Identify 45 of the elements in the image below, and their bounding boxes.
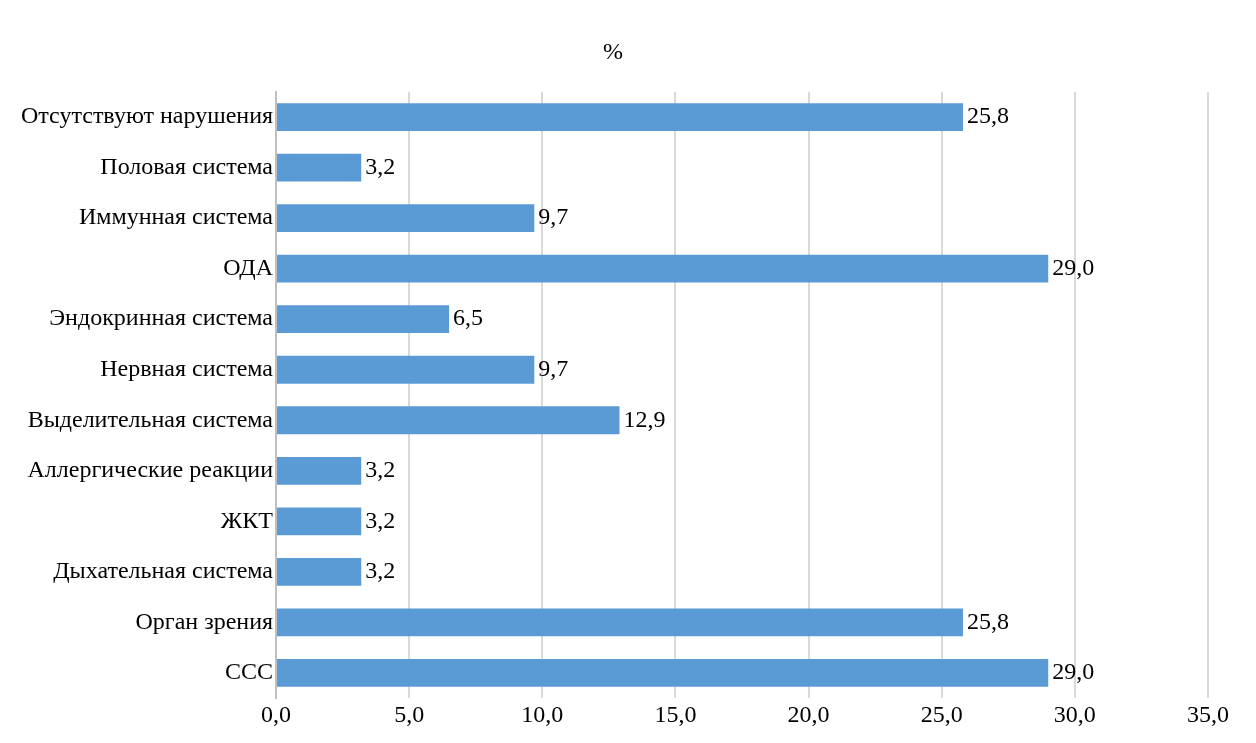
x-tick-label: 10,0: [521, 700, 564, 727]
bar: [277, 557, 362, 586]
bar: [277, 608, 964, 637]
bar: [277, 406, 620, 435]
x-tick-label: 25,0: [920, 700, 963, 727]
bar: [277, 103, 964, 131]
y-tick-label: Выделительная система: [27, 405, 274, 432]
data-label: 29,0: [1052, 253, 1095, 280]
bar: [277, 204, 535, 233]
y-tick-label: ССС: [224, 658, 274, 685]
bar: [277, 305, 450, 334]
y-tick-label: Аллергические реакции: [27, 456, 274, 483]
y-tick-label: Орган зрения: [135, 607, 274, 634]
bar: [277, 153, 362, 182]
data-label: 9,7: [538, 203, 569, 230]
data-label: 6,5: [453, 304, 484, 331]
x-tick-label: 35,0: [1187, 700, 1229, 727]
chart-title: %: [603, 37, 623, 64]
data-label: 3,2: [365, 506, 396, 533]
x-tick-label: 20,0: [787, 700, 830, 727]
y-tick-label: Дыхательная система: [53, 557, 274, 584]
x-tick-label: 5,0: [394, 700, 425, 727]
bar: [277, 456, 362, 485]
data-label: 9,7: [538, 355, 569, 382]
y-tick-label: Отсутствуют нарушения: [20, 102, 274, 129]
x-tick-label: 15,0: [654, 700, 697, 727]
data-label: 25,8: [967, 102, 1010, 129]
x-tick-label: 30,0: [1053, 700, 1096, 727]
data-label: 29,0: [1052, 658, 1095, 685]
bar: [277, 507, 362, 536]
data-label: 3,2: [365, 152, 396, 179]
y-tick-label: ЖКТ: [220, 506, 274, 533]
x-tick-label: 0,0: [261, 700, 292, 727]
data-label: 3,2: [365, 557, 396, 584]
bar: [277, 355, 535, 384]
y-tick-label: Эндокринная система: [49, 304, 274, 331]
y-tick-label: Нервная система: [100, 355, 274, 382]
data-label: 12,9: [623, 405, 666, 432]
y-tick-label: ОДА: [223, 253, 274, 280]
data-label: 3,2: [365, 456, 396, 483]
bar: [277, 254, 1049, 283]
bar: [277, 659, 1049, 687]
y-tick-label: Иммунная система: [78, 203, 274, 230]
y-tick-label: Половая система: [100, 152, 274, 179]
data-label: 25,8: [967, 607, 1010, 634]
